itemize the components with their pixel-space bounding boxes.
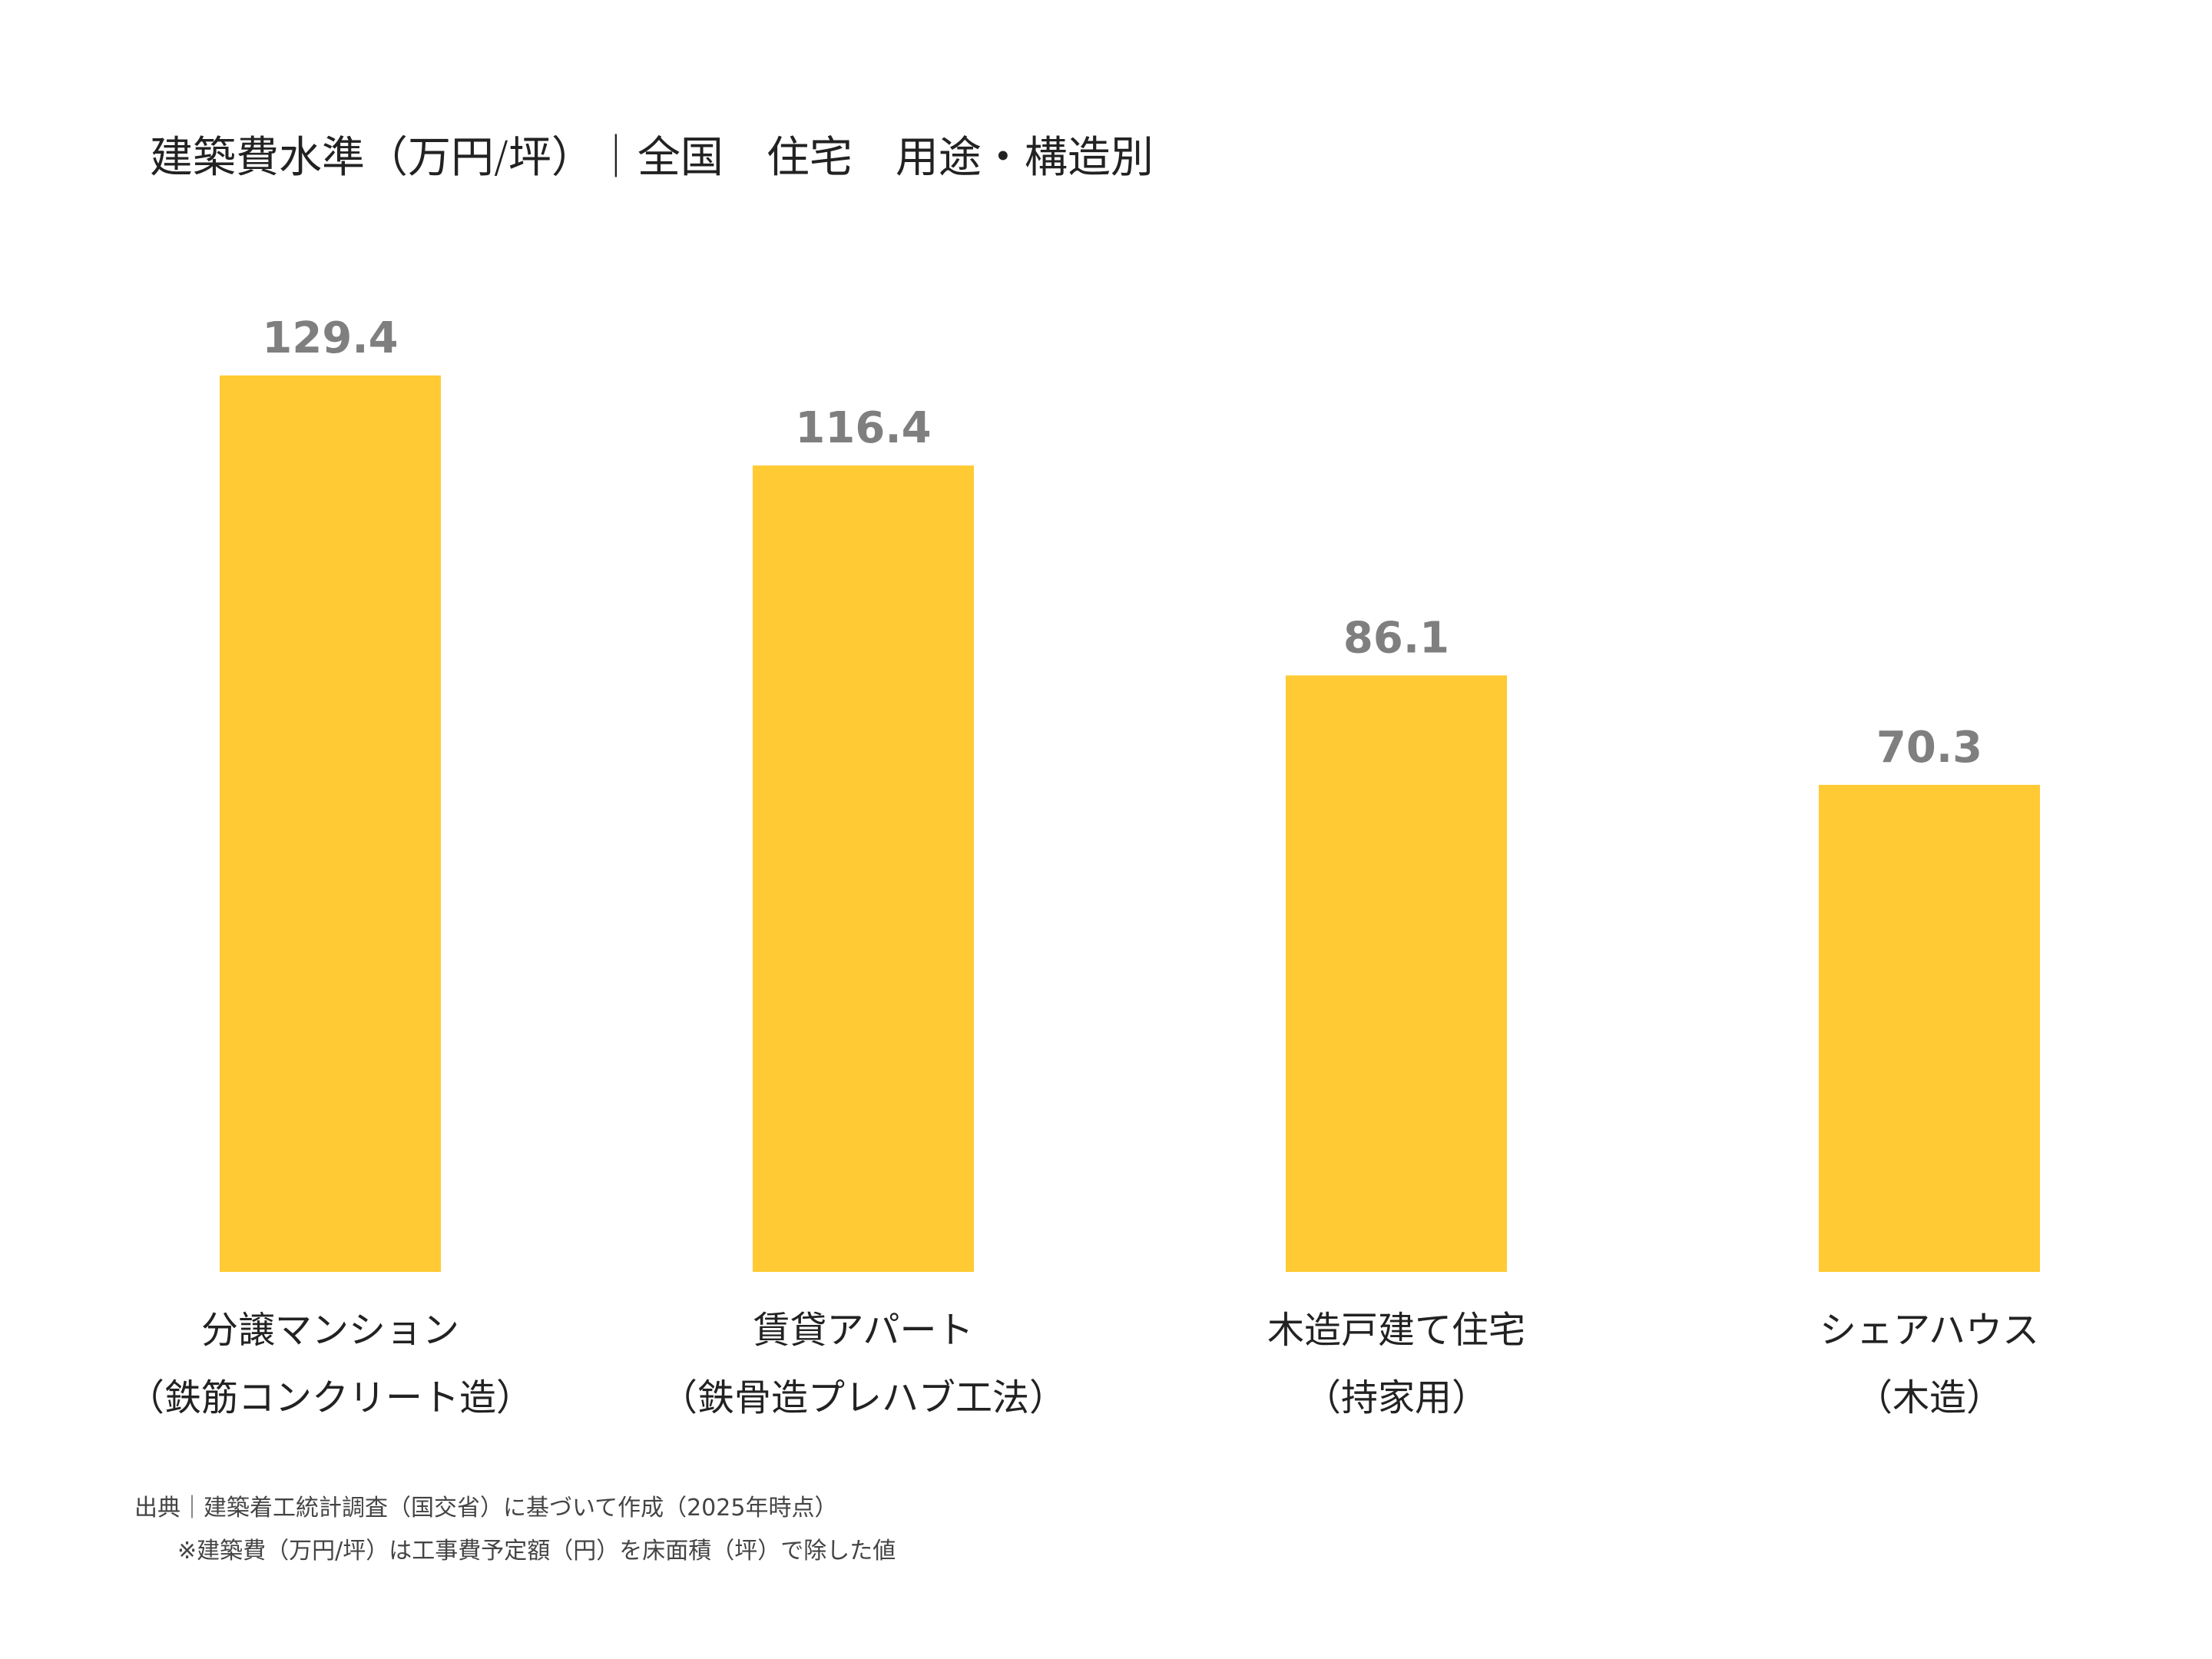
data-label: 129.4 (262, 313, 398, 363)
footnote: ※建築費（万円/坪）は工事費予定額（円）を床面積（坪）で除した値 (177, 1538, 896, 1565)
data-label: 116.4 (795, 403, 931, 453)
bar (220, 375, 441, 1272)
category-label: （鉄骨造プレハブ工法） (661, 1376, 1066, 1419)
category-label: （持家用） (1304, 1376, 1488, 1419)
category-label: 木造戸建て住宅 (1267, 1309, 1525, 1352)
data-label: 70.3 (1876, 723, 1982, 773)
category-label: 分譲マンション (201, 1309, 459, 1352)
category-label: 賃貸アパート (753, 1309, 973, 1352)
category-label: シェアハウス (1820, 1309, 2039, 1352)
category-label: （木造） (1856, 1376, 2003, 1419)
bar (753, 465, 974, 1272)
category-label: （鉄筋コンクリート造） (127, 1376, 533, 1419)
source-note: 出典｜建築着工統計調査（国交省）に基づいて作成（2025年時点） (134, 1495, 838, 1522)
data-label: 86.1 (1343, 613, 1449, 663)
bar (1286, 675, 1507, 1272)
bar (1819, 784, 2040, 1272)
chart-title: 建築費水準（万円/坪）｜全国 住宅 用途・構造別 (150, 133, 1154, 183)
